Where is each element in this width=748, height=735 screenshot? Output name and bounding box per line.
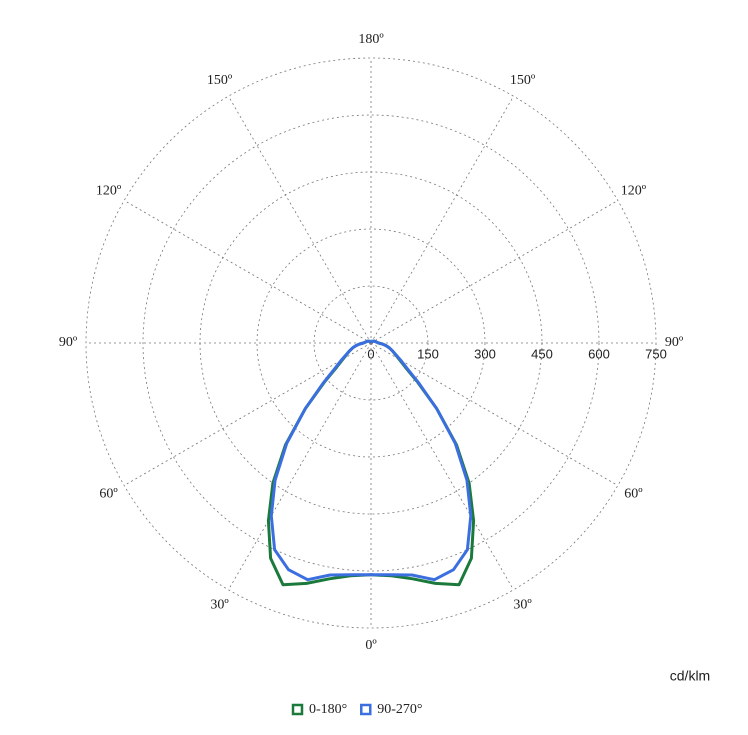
- series-line: [269, 339, 372, 582]
- angle-label: 60º: [99, 487, 118, 502]
- radial-tick-label: 150: [417, 346, 439, 361]
- angle-label: 150º: [207, 73, 233, 88]
- legend-label: 90-270°: [377, 702, 422, 717]
- angle-label: 30º: [513, 598, 532, 613]
- spoke: [370, 200, 619, 344]
- radial-tick-label: 300: [474, 346, 496, 361]
- angle-label: 120º: [96, 184, 122, 199]
- grid-circle: [256, 228, 486, 458]
- legend-label: 0-180°: [309, 702, 347, 717]
- radial-tick-label: 450: [531, 346, 553, 361]
- unit-label: cd/klm: [670, 668, 710, 684]
- spoke: [370, 342, 619, 486]
- series-line: [370, 339, 473, 582]
- radial-tick-label: 750: [645, 346, 667, 361]
- angle-label: 60º: [624, 487, 643, 502]
- angle-label: 30º: [210, 598, 229, 613]
- series-line: [266, 339, 372, 587]
- spoke: [123, 342, 372, 486]
- grid-circle: [85, 57, 657, 629]
- spoke: [370, 342, 514, 591]
- spoke: [228, 95, 372, 344]
- series-line: [370, 339, 476, 587]
- grid-circle: [142, 114, 600, 572]
- angle-label: 120º: [621, 184, 647, 199]
- spoke: [123, 200, 372, 344]
- angle-label: 180º: [358, 32, 384, 47]
- angle-label: 90º: [59, 335, 78, 350]
- angle-label: 0º: [365, 638, 377, 653]
- angle-label: 90º: [665, 335, 684, 350]
- radial-tick-label: 600: [588, 346, 610, 361]
- spoke: [228, 342, 372, 591]
- spoke: [370, 95, 514, 344]
- legend-swatch: [360, 703, 372, 716]
- legend-swatch: [291, 703, 304, 716]
- angle-label: 150º: [510, 73, 536, 88]
